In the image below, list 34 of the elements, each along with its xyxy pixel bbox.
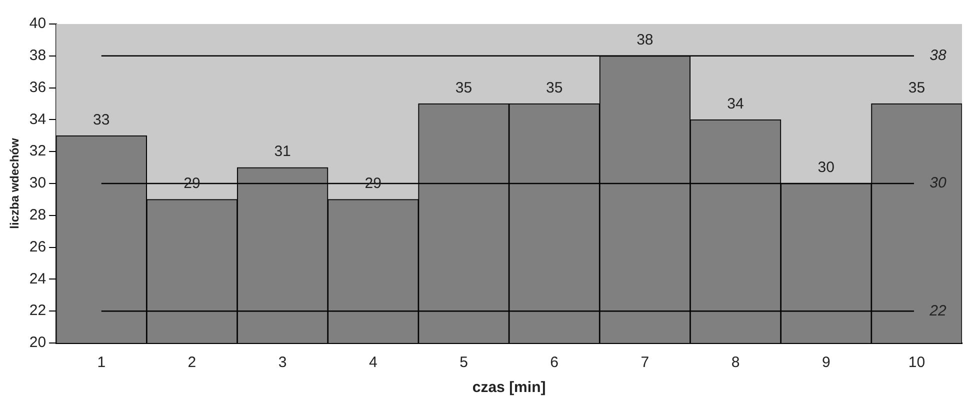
y-tick-label: 30 — [29, 174, 46, 192]
x-tick-label: 1 — [97, 354, 106, 372]
ref-line-label: 30 — [930, 174, 947, 192]
y-axis-title: liczba wdechów — [8, 137, 22, 229]
data-label: 31 — [274, 143, 291, 160]
y-tick-label: 22 — [29, 302, 46, 320]
data-label: 35 — [908, 79, 926, 96]
y-tick-label: 40 — [29, 15, 46, 32]
x-tick-label: 2 — [188, 354, 196, 372]
y-tick-label: 32 — [29, 142, 46, 160]
data-label: 35 — [546, 79, 563, 96]
x-axis-title: czas [min] — [472, 379, 546, 396]
y-tick-label: 38 — [29, 47, 46, 64]
y-tick-label: 28 — [29, 206, 46, 224]
data-label: 34 — [727, 95, 744, 112]
ref-line-label: 22 — [928, 302, 947, 320]
ref-line-label: 38 — [930, 47, 947, 64]
x-tick-label: 5 — [460, 354, 468, 372]
x-tick-label: 6 — [550, 354, 559, 372]
data-label: 30 — [818, 159, 834, 176]
y-tick-label: 20 — [29, 334, 46, 352]
data-label: 35 — [455, 79, 472, 96]
data-label: 33 — [93, 111, 110, 128]
data-label: 38 — [636, 32, 654, 49]
x-tick-label: 9 — [822, 354, 830, 372]
y-tick-label: 24 — [29, 270, 46, 288]
x-tick-label: 4 — [368, 354, 378, 372]
y-tick-label: 26 — [29, 238, 46, 256]
y-tick-label: 34 — [29, 110, 46, 128]
x-tick-label: 10 — [908, 354, 926, 372]
x-tick-label: 3 — [278, 354, 287, 372]
x-tick-label: 7 — [640, 354, 650, 372]
x-tick-label: 8 — [731, 354, 740, 372]
y-tick-label: 36 — [29, 78, 46, 96]
